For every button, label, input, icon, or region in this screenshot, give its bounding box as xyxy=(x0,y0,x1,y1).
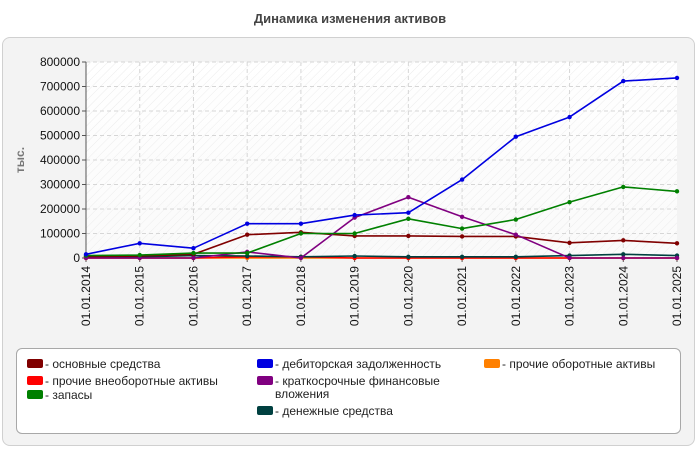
y-tick-label: 100000 xyxy=(40,227,80,241)
legend-label: - прочие оборотные активы xyxy=(502,357,656,371)
series-point-3 xyxy=(352,212,357,218)
series-point-4 xyxy=(621,255,626,261)
series-point-2 xyxy=(567,199,572,205)
series-line-2 xyxy=(85,186,678,257)
series-point-4 xyxy=(513,232,519,237)
series-point-3 xyxy=(298,221,304,226)
legend-label: - запасы xyxy=(45,388,93,402)
series-point-0 xyxy=(244,232,250,237)
legend-label: - прочие внеоборотные активы xyxy=(45,374,218,388)
x-tick-label: 01.01.2015 xyxy=(133,266,147,326)
y-tick-label: 200000 xyxy=(40,202,80,216)
legend-swatch xyxy=(27,376,43,385)
series-point-2 xyxy=(406,216,411,221)
series-point-2 xyxy=(191,250,196,256)
x-tick-label: 01.01.2024 xyxy=(616,266,630,326)
x-axis: 01.01.2014 01.01.2015 01.01.2016 01.01.2017… xyxy=(79,257,684,326)
legend-label: - краткосрочные финансовые вложения xyxy=(275,374,440,401)
y-tick-label: 0 xyxy=(73,251,80,265)
x-tick-label: 01.01.2014 xyxy=(79,266,93,326)
series-line-4 xyxy=(86,196,677,259)
series-point-5 xyxy=(621,252,626,257)
series-point-4 xyxy=(406,195,411,200)
series-line-5 xyxy=(86,253,678,258)
x-tick-label: 01.01.2023 xyxy=(563,266,577,326)
y-tick-label: 600000 xyxy=(40,104,80,118)
series-point-3 xyxy=(513,134,519,139)
legend-label: - основные средства xyxy=(45,357,161,371)
x-tick-label: 01.01.2016 xyxy=(186,266,200,326)
series-point-3 xyxy=(137,241,142,246)
chart-title: Динамика изменения активов xyxy=(253,11,447,26)
series-line-3 xyxy=(85,77,678,256)
legend-swatch xyxy=(484,359,500,368)
y-tick-label: 700000 xyxy=(40,80,80,94)
legend-swatch xyxy=(257,406,273,415)
series-point-0 xyxy=(621,238,626,243)
legend-swatch xyxy=(27,359,43,368)
y-tick-label: 400000 xyxy=(40,153,80,167)
series-point-5 xyxy=(513,254,519,259)
y-tick-label: 800000 xyxy=(40,55,80,69)
series-point-2 xyxy=(513,217,519,222)
series-point-3 xyxy=(83,252,89,257)
x-tick-label: 01.01.2022 xyxy=(509,266,523,326)
series-point-3 xyxy=(674,75,680,81)
x-tick-label: 01.01.2019 xyxy=(348,266,362,326)
series-point-2 xyxy=(459,226,465,231)
legend-swatch xyxy=(257,376,273,385)
y-axis-label: тыс. xyxy=(13,147,27,173)
series-point-2 xyxy=(137,252,142,258)
series-point-2 xyxy=(298,231,304,236)
y-tick-label: 300000 xyxy=(40,178,80,192)
legend-swatch xyxy=(27,390,43,399)
series-point-5 xyxy=(406,254,411,259)
x-tick-label: 01.01.2017 xyxy=(240,266,254,326)
series-point-4 xyxy=(567,255,572,261)
series-point-5 xyxy=(352,253,357,259)
series-layer xyxy=(83,75,680,261)
series-point-3 xyxy=(621,78,626,84)
legend-swatch xyxy=(257,359,273,368)
legend-label: - дебиторская задолженность xyxy=(275,357,442,371)
series-point-0 xyxy=(459,234,465,239)
series-point-4 xyxy=(191,255,196,261)
x-tick-label: 01.01.2018 xyxy=(294,266,308,326)
series-point-3 xyxy=(567,114,572,120)
series-point-0 xyxy=(567,240,572,246)
series-point-3 xyxy=(244,221,250,226)
series-point-2 xyxy=(621,184,626,190)
series-point-0 xyxy=(406,233,411,239)
series-point-3 xyxy=(406,210,411,215)
x-tick-label: 01.01.2021 xyxy=(455,266,469,326)
series-point-0 xyxy=(674,241,680,246)
series-line-0 xyxy=(85,231,678,258)
x-tick-label: 01.01.2020 xyxy=(401,266,415,326)
y-axis: 0 100000 200000 300000 400000 500000 600000 700… xyxy=(40,55,87,265)
series-point-4 xyxy=(459,214,465,220)
series-point-2 xyxy=(674,189,680,194)
series-point-5 xyxy=(459,254,465,259)
series-point-4 xyxy=(298,255,304,261)
series-point-2 xyxy=(352,231,357,236)
x-tick-label: 01.01.2025 xyxy=(670,266,684,326)
legend: - основные средства - прочие внеоборотные… xyxy=(16,348,681,434)
legend-label: - денежные средства xyxy=(275,404,393,418)
series-point-2 xyxy=(244,250,250,256)
series-point-3 xyxy=(191,246,196,251)
series-point-4 xyxy=(674,255,680,261)
y-tick-label: 500000 xyxy=(40,129,80,143)
series-point-3 xyxy=(459,177,465,182)
